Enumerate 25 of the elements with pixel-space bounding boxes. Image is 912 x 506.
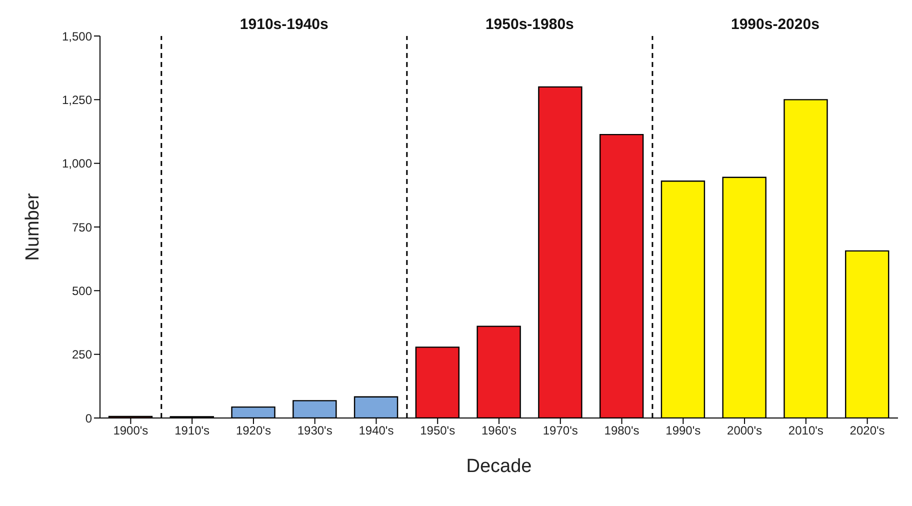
x-tick-label: 1970's: [542, 424, 578, 438]
x-tick-label: 1940's: [358, 424, 394, 438]
x-tick-label: 1950's: [420, 424, 456, 438]
y-tick-label: 1,500: [62, 29, 92, 44]
x-tick-label: 1960's: [482, 424, 516, 438]
x-tick-label: 1920's: [236, 424, 271, 438]
x-tick-label: 1900's: [113, 424, 148, 438]
x-tick-label: 1990's: [666, 424, 701, 438]
text: 1950s-1980s: [484, 16, 575, 33]
y-tick-label: 750: [72, 220, 92, 234]
y-tick-label: 250: [72, 348, 92, 362]
x-tick-label: 2020's: [850, 424, 885, 438]
x-tick-label: 1930's: [297, 424, 332, 438]
text: 1910s-1940s: [238, 16, 330, 33]
x-tick-label: 1980's: [604, 424, 640, 438]
x-tick-label: 1910's: [174, 424, 210, 438]
x-tick-label: 2000's: [727, 424, 762, 438]
y-axis-title: Number: [22, 192, 44, 261]
x-tick-label: 2010's: [788, 424, 824, 438]
y-tick-label: 1,250: [62, 92, 92, 107]
y-tick-label: 1,000: [62, 156, 92, 171]
y-tick-label: 0: [85, 411, 92, 426]
x-axis-title: Decade: [466, 456, 532, 477]
text: 1990s-2020s: [730, 16, 820, 33]
y-tick-label: 500: [72, 284, 92, 298]
